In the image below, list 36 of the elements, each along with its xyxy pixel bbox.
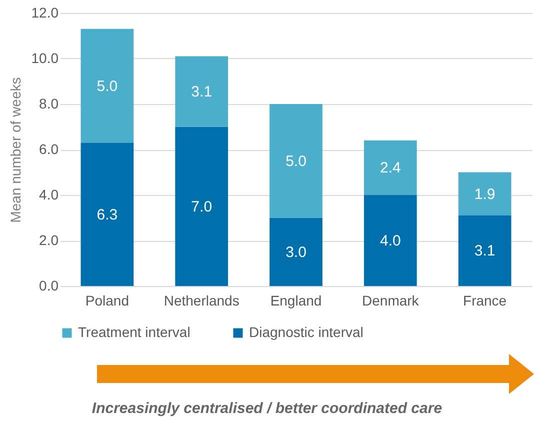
data-label: 5.0 [286,152,306,170]
x-tick-label: France [463,292,507,308]
bar [270,104,322,218]
bar [175,126,228,286]
bar [364,195,417,286]
y-tick-label: 8.0 [39,96,59,112]
y-tick-label: 6.0 [39,141,59,157]
x-tick-label: Denmark [362,292,420,308]
y-tick-label: 10.0 [31,50,59,66]
bar [80,28,134,143]
x-tick-label: England [270,292,322,308]
x-tick-label: Netherlands [164,292,240,308]
y-axis-title: Mean number of weeks [7,77,24,223]
data-label: 6.3 [96,206,118,224]
data-label: 3.1 [191,83,212,100]
data-label: 2.4 [380,160,401,177]
legend-label: Diagnostic interval [249,324,364,340]
data-label: 3.1 [474,242,496,260]
bar [80,142,134,286]
data-label: 4.0 [380,232,401,250]
y-tick-label: 0.0 [39,278,59,294]
bar [458,172,512,216]
y-tick-label: 2.0 [39,232,59,248]
bar [364,140,417,195]
bar [175,56,228,127]
legend-label: Treatment interval [78,324,190,340]
data-label: 7.0 [191,198,212,216]
x-tick-label: Poland [85,292,129,308]
bar [270,218,322,286]
data-label: 5.0 [96,78,118,95]
data-label: 3.0 [286,244,306,261]
y-tick-label: 4.0 [39,186,59,202]
y-tick-label: 12.0 [31,4,59,20]
text: Increasingly centralised / better coordinated care [90,400,444,417]
data-label: 1.9 [474,186,496,203]
bar [458,215,512,286]
